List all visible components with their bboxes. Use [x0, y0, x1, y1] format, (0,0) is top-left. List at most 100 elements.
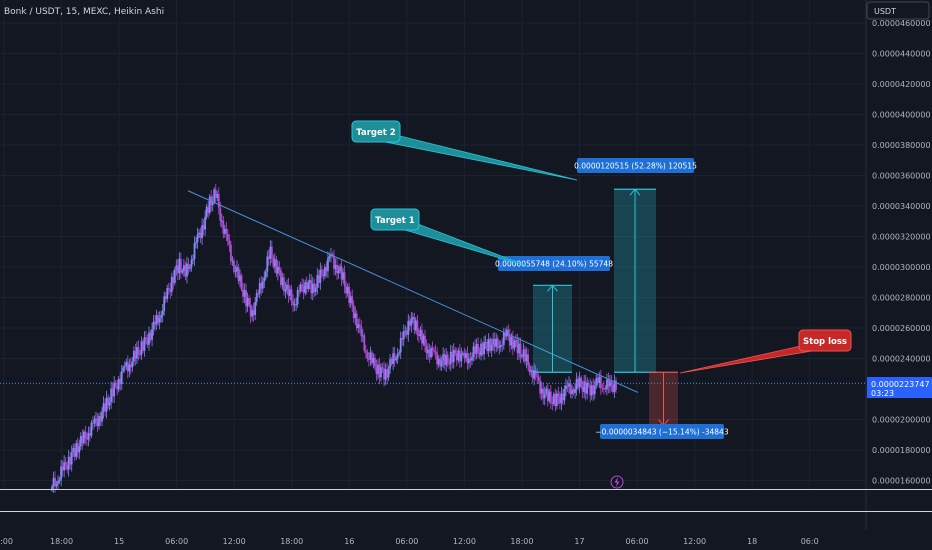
candle-body [296, 290, 299, 305]
candle-body [272, 256, 275, 267]
candle-body [578, 377, 581, 388]
candle-body [537, 377, 540, 381]
candle-body [486, 342, 489, 352]
candle-body [84, 431, 87, 439]
candle-body [414, 320, 417, 331]
measure-label-bg [577, 158, 694, 173]
candle-body [595, 378, 598, 386]
candle-body [436, 352, 438, 365]
candle-body [515, 340, 517, 342]
candle-body [392, 353, 395, 365]
callout-box[interactable] [370, 208, 420, 231]
candle-body [308, 280, 311, 283]
callout-text: Target 1 [375, 216, 415, 226]
candle-body [612, 385, 614, 392]
candle-body [355, 313, 358, 328]
candle-body [257, 293, 260, 295]
candle-body [176, 265, 179, 274]
candle-body [386, 369, 388, 378]
candle-body [175, 265, 178, 270]
candle-body [52, 477, 55, 487]
candle-body [424, 335, 426, 346]
candle-body [270, 246, 273, 257]
candle-body [184, 265, 187, 277]
candle-body [524, 349, 526, 362]
candle-body [508, 335, 511, 346]
candle-body [89, 433, 91, 436]
candle-body [187, 263, 190, 269]
candle-body [434, 351, 437, 353]
candle-body [320, 269, 323, 274]
candle-body [242, 289, 244, 297]
candle-body [422, 335, 425, 344]
candle-body [478, 351, 481, 356]
candle-body [249, 304, 252, 317]
currency-button[interactable]: USDT [874, 7, 896, 16]
candle-body [433, 350, 435, 352]
candle-body [93, 419, 96, 424]
candle-body [396, 353, 399, 359]
candle-body [202, 225, 205, 230]
candle-body [79, 435, 82, 447]
candle-body [310, 280, 313, 294]
candle-body [452, 349, 455, 363]
candle-body [243, 290, 246, 297]
candle-body [586, 383, 589, 394]
candle-body [374, 357, 376, 367]
time-tick-label: 06:00 [395, 537, 418, 546]
price-tick-label: 0.0000240000 [872, 355, 931, 364]
candle-body [151, 329, 153, 340]
candle-body [551, 402, 554, 404]
candle-body [483, 342, 485, 355]
candle-body [324, 266, 326, 277]
callout-box[interactable] [351, 120, 401, 143]
candle-body [189, 267, 191, 269]
candle-body [493, 339, 496, 347]
candle-body [105, 397, 108, 412]
candle-body [126, 362, 129, 372]
candle-body [140, 341, 143, 355]
candle-body [107, 397, 109, 406]
price-axis[interactable]: 0.0000460000 0.0000440000 0.0000420000 0.00… [872, 19, 931, 486]
candle-body [81, 435, 84, 444]
candle-body [448, 363, 451, 365]
candle-body [378, 364, 381, 378]
candle-body [263, 277, 266, 282]
candle-body [264, 271, 267, 278]
candle-body [305, 281, 308, 290]
candle-body [371, 352, 373, 364]
candle-body [401, 337, 404, 340]
candle-body [549, 391, 552, 403]
candle-body [552, 393, 555, 404]
candle-body [343, 272, 346, 287]
candle-body [51, 486, 53, 491]
candle-body [186, 263, 188, 277]
candle-body [117, 378, 120, 390]
currency-button-bg[interactable] [866, 1, 930, 20]
price-tick-label: 0.0000360000 [872, 172, 931, 181]
time-tick-label: 18:00 [280, 537, 303, 546]
callout-box[interactable] [798, 329, 852, 352]
candle-body [557, 393, 560, 398]
candle-body [380, 367, 382, 378]
trend-line[interactable] [187, 190, 639, 393]
candle-body [445, 354, 448, 366]
candle-body [208, 196, 211, 213]
measure-label-bg [498, 256, 610, 271]
candle-body [76, 443, 79, 453]
candle-body [158, 318, 161, 323]
candle-body [219, 207, 222, 221]
candle-body [598, 376, 601, 383]
candle-body [283, 277, 285, 292]
candle-body [275, 259, 278, 274]
candle-body [498, 347, 501, 349]
candle-body [384, 369, 387, 380]
time-tick-label: 16 [344, 537, 354, 546]
candle-body [471, 357, 473, 361]
measure-label: 0.0000120515 (52.28%) 120515 [574, 162, 697, 171]
candle-body [342, 272, 344, 280]
candle-body [430, 347, 432, 358]
candle-body [568, 383, 570, 387]
time-axis[interactable]: 2:00 18:00 15 06:00 12:00 18:00 16 06:00 12:00 18… [0, 537, 819, 546]
